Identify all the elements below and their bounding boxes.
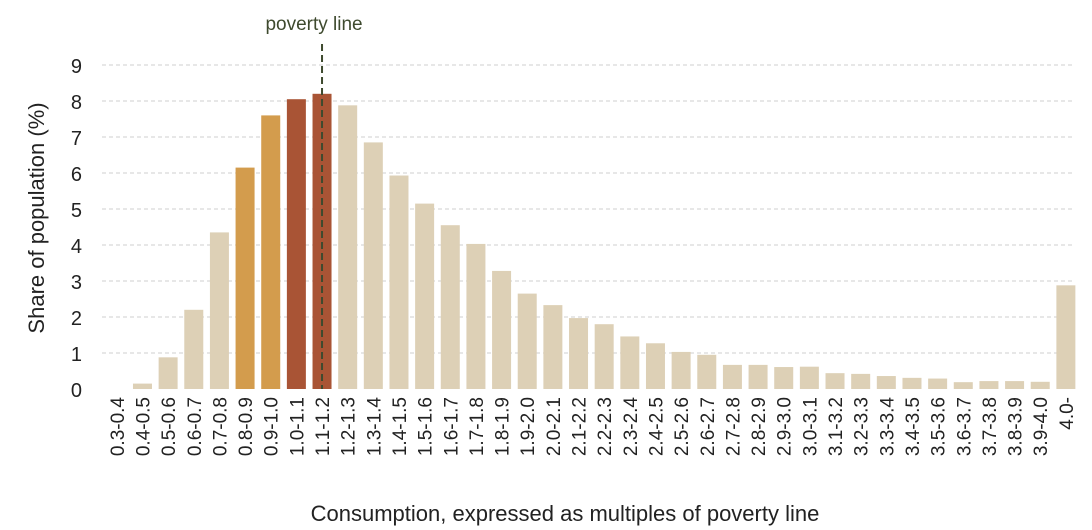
bar-2.0-2.1 — [543, 305, 563, 389]
bar-0.9-1.0 — [261, 115, 281, 390]
y-tick-label-9: 9 — [71, 56, 82, 78]
x-tick-label-2.7-2.8: 2.7-2.8 — [723, 397, 744, 456]
x-tick-label-0.9-1.0: 0.9-1.0 — [262, 397, 283, 456]
x-tick-label-3.8-3.9: 3.8-3.9 — [1006, 397, 1027, 456]
y-tick-label-6: 6 — [71, 164, 82, 186]
bar-1.0-1.1 — [286, 99, 306, 389]
bar-1.5-1.6 — [415, 203, 435, 389]
bar-2.6-2.7 — [697, 354, 717, 389]
x-tick-label-3.0-3.1: 3.0-3.1 — [800, 397, 821, 456]
x-tick-label-2.6-2.7: 2.6-2.7 — [698, 397, 719, 456]
x-tick-label-1.0-1.1: 1.0-1.1 — [287, 397, 308, 456]
y-tick-label-0: 0 — [71, 380, 82, 402]
x-tick-label-1.4-1.5: 1.4-1.5 — [390, 397, 411, 456]
x-tick-label-3.3-3.4: 3.3-3.4 — [877, 397, 898, 457]
poverty-line-label: poverty line — [265, 14, 362, 35]
x-tick-label-1.8-1.9: 1.8-1.9 — [493, 397, 514, 456]
annotations: poverty line — [265, 14, 363, 389]
x-tick-label-2.9-3.0: 2.9-3.0 — [775, 397, 796, 456]
y-tick-label-5: 5 — [71, 200, 82, 222]
bar-1.4-1.5 — [389, 175, 409, 389]
x-tick-label-2.3-2.4: 2.3-2.4 — [621, 397, 642, 457]
bar-1.2-1.3 — [338, 105, 358, 389]
y-tick-label-7: 7 — [71, 128, 82, 150]
bar-3.8-3.9 — [1005, 381, 1025, 389]
x-tick-label-2.4-2.5: 2.4-2.5 — [646, 397, 667, 456]
bar-2.2-2.3 — [594, 324, 614, 389]
bar-3.9-4.0 — [1030, 381, 1050, 389]
bars — [132, 93, 1076, 390]
x-axis-ticks: 0.3-0.4 0.4-0.5 0.5-0.6 0.6-0.7 0.7-0.8 0.8-0… — [108, 397, 1078, 457]
bar-3.4-3.5 — [902, 377, 922, 389]
bar-1.1-1.2 — [312, 93, 332, 390]
x-tick-label-1.6-1.7: 1.6-1.7 — [441, 397, 462, 456]
x-tick-label-2.8-2.9: 2.8-2.9 — [749, 397, 770, 456]
bar-3.6-3.7 — [953, 382, 973, 389]
x-tick-label-3.5-3.6: 3.5-3.6 — [929, 397, 950, 456]
bar-1.9-2.0 — [517, 293, 537, 389]
y-tick-label-2: 2 — [71, 308, 82, 330]
x-tick-label-0.8-0.9: 0.8-0.9 — [236, 397, 257, 456]
bar-2.3-2.4 — [620, 336, 640, 389]
x-tick-label-2.2-2.3: 2.2-2.3 — [595, 397, 616, 456]
x-tick-label-3.9-4.0: 3.9-4.0 — [1031, 397, 1052, 456]
y-tick-label-8: 8 — [71, 92, 82, 114]
y-tick-label-3: 3 — [71, 272, 82, 294]
x-tick-label-0.6-0.7: 0.6-0.7 — [185, 397, 206, 456]
y-axis-ticks: 0 1 2 3 4 5 6 7 8 9 — [71, 56, 82, 402]
x-tick-label-1.7-1.8: 1.7-1.8 — [467, 397, 488, 456]
bar-3.5-3.6 — [928, 378, 948, 389]
y-tick-label-4: 4 — [71, 236, 82, 258]
x-tick-label-0.7-0.8: 0.7-0.8 — [210, 397, 231, 456]
bar-2.5-2.6 — [671, 351, 691, 389]
x-tick-label-3.6-3.7: 3.6-3.7 — [954, 397, 975, 456]
x-tick-label-3.7-3.8: 3.7-3.8 — [980, 397, 1001, 456]
bar-3.3-3.4 — [876, 376, 896, 389]
bar-2.7-2.8 — [722, 364, 742, 389]
x-tick-label-1.9-2.0: 1.9-2.0 — [518, 397, 539, 456]
x-tick-label-0.3-0.4: 0.3-0.4 — [108, 397, 129, 457]
x-tick-label-3.4-3.5: 3.4-3.5 — [903, 397, 924, 456]
x-tick-label-2.0-2.1: 2.0-2.1 — [544, 397, 565, 456]
bar-1.3-1.4 — [363, 142, 383, 389]
x-tick-label-4.0-: 4.0- — [1057, 397, 1078, 430]
bar-1.7-1.8 — [466, 243, 486, 389]
bar-0.6-0.7 — [184, 309, 204, 389]
bar-3.7-3.8 — [979, 381, 999, 389]
bar-2.1-2.2 — [569, 318, 589, 389]
x-tick-label-2.1-2.2: 2.1-2.2 — [570, 397, 591, 456]
x-tick-label-1.5-1.6: 1.5-1.6 — [416, 397, 437, 456]
x-tick-label-3.2-3.3: 3.2-3.3 — [852, 397, 873, 456]
bar-4.0- — [1056, 285, 1076, 389]
x-tick-label-3.1-3.2: 3.1-3.2 — [826, 397, 847, 456]
bar-0.8-0.9 — [235, 167, 255, 389]
bar-3.2-3.3 — [851, 373, 871, 389]
x-tick-label-2.5-2.6: 2.5-2.6 — [672, 397, 693, 456]
x-tick-label-1.3-1.4: 1.3-1.4 — [364, 397, 385, 457]
bar-2.8-2.9 — [748, 364, 768, 389]
bar-3.0-3.1 — [799, 366, 819, 389]
y-tick-label-1: 1 — [71, 344, 82, 366]
bar-0.5-0.6 — [158, 357, 178, 389]
x-tick-label-0.4-0.5: 0.4-0.5 — [133, 397, 154, 456]
bar-1.6-1.7 — [440, 225, 460, 389]
bar-0.4-0.5 — [132, 383, 152, 389]
bar-0.7-0.8 — [209, 232, 229, 389]
x-tick-label-0.5-0.6: 0.5-0.6 — [159, 397, 180, 456]
x-tick-label-1.2-1.3: 1.2-1.3 — [339, 397, 360, 456]
bar-2.4-2.5 — [645, 343, 665, 389]
bar-2.9-3.0 — [774, 367, 794, 389]
x-axis-label: Consumption, expressed as multiples of p… — [311, 501, 820, 526]
bar-3.1-3.2 — [825, 373, 845, 389]
bar-1.8-1.9 — [492, 270, 512, 389]
y-axis-label: Share of population (%) — [24, 102, 49, 333]
x-tick-label-1.1-1.2: 1.1-1.2 — [313, 397, 334, 456]
